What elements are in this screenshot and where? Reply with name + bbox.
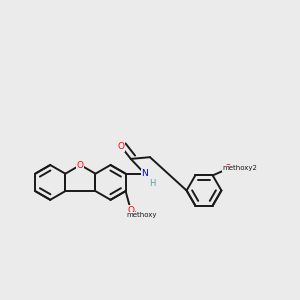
Text: O: O xyxy=(127,206,134,215)
Text: O: O xyxy=(77,160,84,169)
Text: N: N xyxy=(141,169,148,178)
Text: methoxy: methoxy xyxy=(126,212,157,218)
Text: H: H xyxy=(149,179,156,188)
Text: O: O xyxy=(118,142,125,151)
Text: methoxy2: methoxy2 xyxy=(222,166,257,172)
Text: O: O xyxy=(225,164,232,173)
